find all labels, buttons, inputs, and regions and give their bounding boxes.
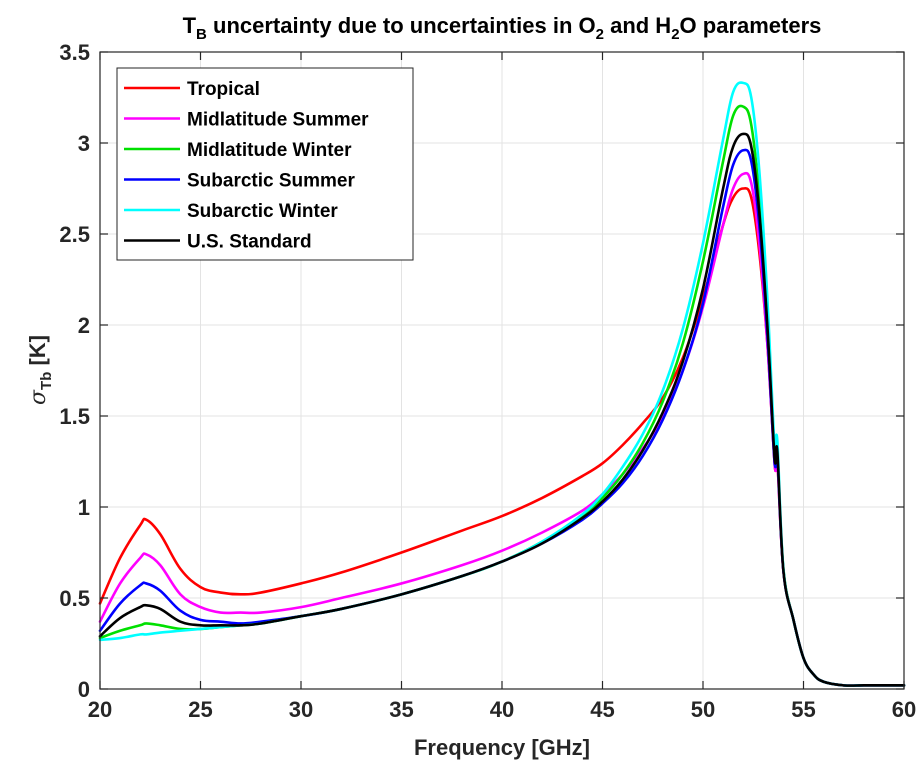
x-tick-label: 20	[88, 697, 112, 722]
x-tick-label: 60	[892, 697, 916, 722]
title-part: B	[196, 26, 207, 43]
y-axis-label: σTb [K]	[25, 335, 55, 405]
x-tick-label: 40	[490, 697, 514, 722]
y-tick-label: 2	[78, 313, 90, 338]
x-tick-label: 25	[188, 697, 212, 722]
legend-label: Subarctic Summer	[187, 171, 355, 192]
x-tick-label: 55	[791, 697, 815, 722]
legend: Tropical Midlatitude Summer Midlatitude Wi…	[116, 67, 414, 261]
y-tick-label: 0.5	[59, 586, 90, 611]
x-tick-label: 30	[289, 697, 313, 722]
x-tick-label: 50	[691, 697, 715, 722]
y-tick-label: 3.5	[59, 40, 90, 65]
legend-label: Midlatitude Summer	[187, 110, 369, 131]
series-lines	[98, 81, 906, 687]
title-part: and H	[604, 13, 671, 38]
x-tick-label: 45	[590, 697, 614, 722]
y-tick-label: 0	[78, 677, 90, 702]
y-tick-label: 2.5	[59, 222, 90, 247]
series-line-u-s-standard	[98, 132, 906, 687]
chart-title: TB uncertainty due to uncertainties in O…	[183, 13, 822, 43]
y-label-subscript: Tb	[38, 372, 55, 390]
legend-label: U.S. Standard	[187, 232, 312, 253]
title-part: 2	[596, 26, 604, 43]
title-part: 2	[671, 26, 679, 43]
title-part: T	[183, 13, 197, 38]
legend-box	[116, 67, 414, 261]
y-tick-label: 3	[78, 131, 90, 156]
x-tick-label: 35	[389, 697, 413, 722]
y-tick-label: 1.5	[59, 404, 90, 429]
title-part: uncertainty due to uncertainties in O	[207, 13, 596, 38]
title-part: O parameters	[680, 13, 822, 38]
y-tick-label: 1	[78, 495, 90, 520]
legend-label: Midlatitude Winter	[187, 140, 352, 161]
x-axis-label: Frequency [GHz]	[414, 735, 590, 760]
y-label-symbol: σ	[26, 389, 51, 405]
y-label-unit: [K]	[25, 335, 50, 372]
legend-label: Tropical	[187, 79, 260, 100]
legend-label: Subarctic Winter	[187, 201, 338, 222]
axis-ticks: 20 25 30 35 40 45 50 55 60 0 0.5 1 1.5 2 2.5 3 3.5	[59, 40, 916, 722]
